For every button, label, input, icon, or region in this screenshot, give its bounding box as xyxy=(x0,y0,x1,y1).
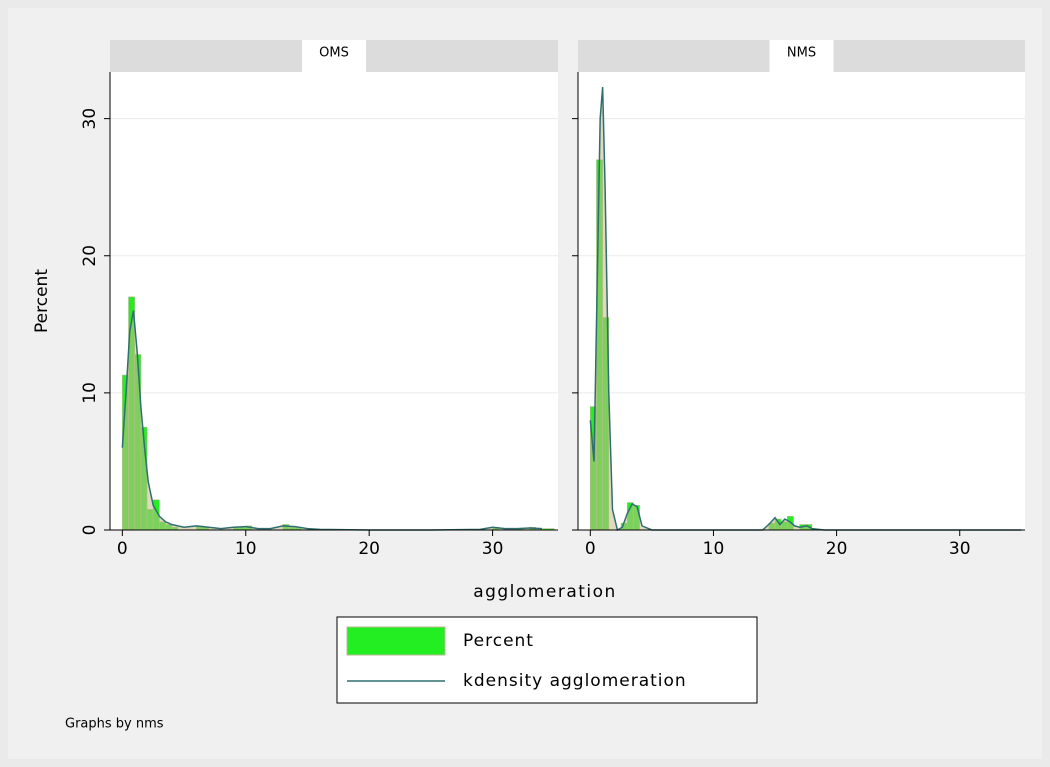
y-axis-title: Percent xyxy=(32,269,52,333)
x-tick-label: 20 xyxy=(826,539,848,559)
panel-title-box xyxy=(769,40,834,72)
x-axis-title: agglomeration xyxy=(473,582,617,602)
y-tick-label: 0 xyxy=(80,525,100,536)
note: Graphs by nms xyxy=(65,717,164,732)
panel-title: OMS xyxy=(319,46,349,61)
legend-swatch xyxy=(346,626,446,656)
x-tick-label: 0 xyxy=(117,539,128,559)
plot-area xyxy=(578,72,1025,530)
x-tick-label: 10 xyxy=(235,539,257,559)
y-tick-label: 10 xyxy=(80,382,100,404)
x-tick-label: 10 xyxy=(703,539,725,559)
y-tick-label: 20 xyxy=(80,245,100,267)
kdensity-line xyxy=(121,310,542,531)
panel-title: NMS xyxy=(787,46,816,61)
y-tick-label: 30 xyxy=(80,108,100,130)
panel-title-box xyxy=(302,40,366,72)
x-tick-label: 30 xyxy=(949,539,971,559)
x-tick-label: 0 xyxy=(585,539,596,559)
x-tick-label: 30 xyxy=(482,539,504,559)
x-tick-label: 20 xyxy=(358,539,380,559)
legend-label: kdensity agglomeration xyxy=(463,671,687,691)
legend-label: Percent xyxy=(463,631,534,651)
plot-area xyxy=(110,72,558,530)
